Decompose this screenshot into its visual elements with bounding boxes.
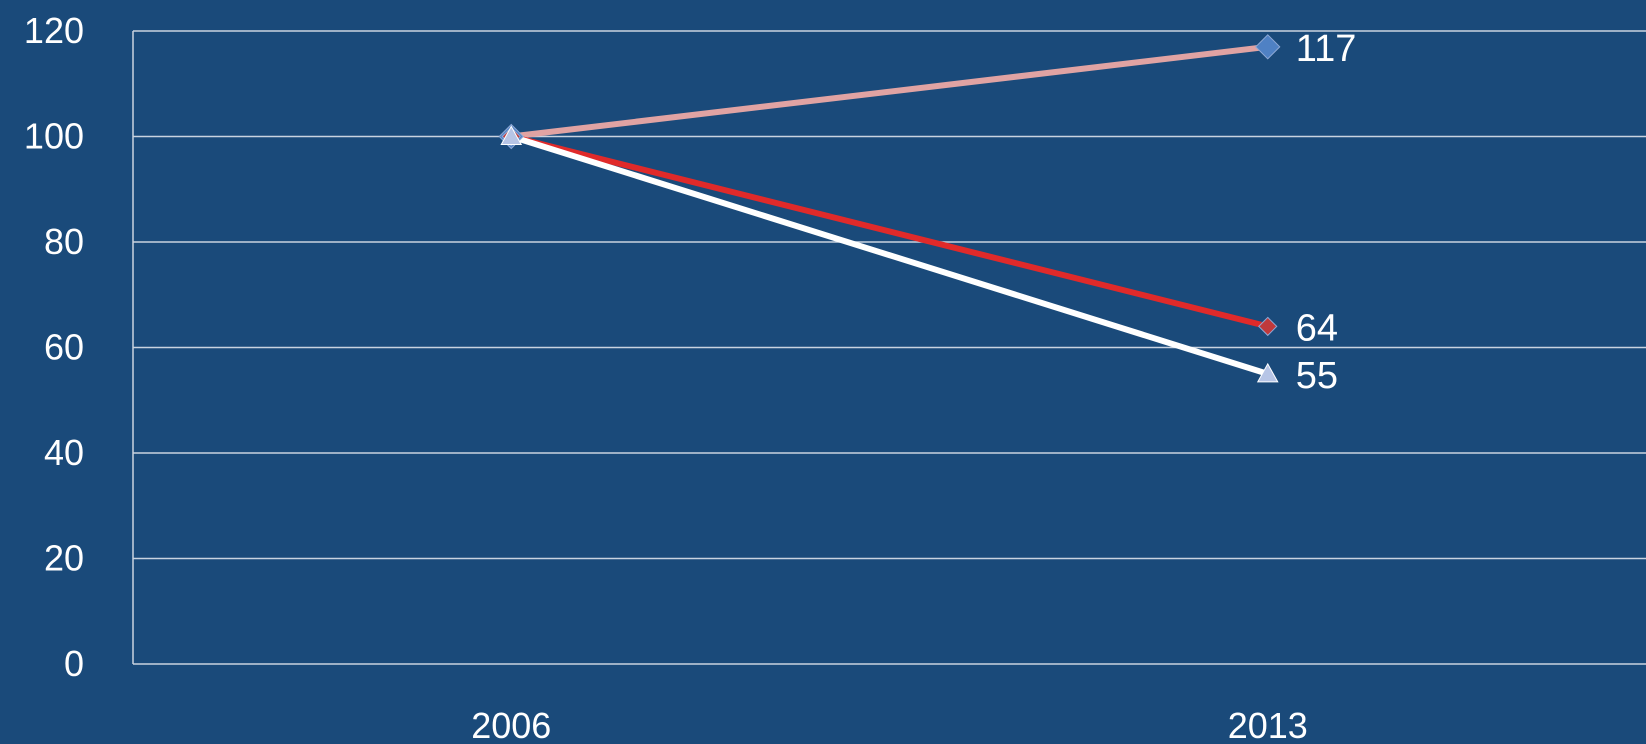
series-lines xyxy=(510,43,1269,377)
data-label: 117 xyxy=(1296,28,1357,70)
y-tick-label: 20 xyxy=(44,538,84,579)
data-label: 55 xyxy=(1296,355,1338,397)
x-axis-ticks: 2006 2013 xyxy=(471,705,1308,744)
data-point-marker xyxy=(1258,316,1278,337)
x-tick-label: 2006 xyxy=(471,705,551,744)
y-tick-label: 0 xyxy=(64,643,84,684)
data-labels: 117 64 55 xyxy=(1296,28,1357,397)
data-point-marker xyxy=(1256,362,1279,383)
y-tick-label: 100 xyxy=(24,116,84,157)
data-point-marker xyxy=(1255,34,1281,60)
data-point-marker xyxy=(500,125,523,145)
y-axis-ticks: 0 20 40 60 80 100 120 xyxy=(24,10,84,684)
series-markers xyxy=(498,34,1281,383)
data-label: 64 xyxy=(1296,307,1338,349)
y-tick-label: 60 xyxy=(44,327,84,368)
x-tick-label: 2013 xyxy=(1228,705,1308,744)
y-tick-label: 80 xyxy=(44,221,84,262)
y-tick-label: 40 xyxy=(44,432,84,473)
series-line-0 xyxy=(510,43,1269,140)
grid-lines xyxy=(132,30,1646,665)
series-line-2 xyxy=(510,133,1269,377)
series-line-1 xyxy=(510,133,1269,330)
y-tick-label: 120 xyxy=(24,10,84,51)
